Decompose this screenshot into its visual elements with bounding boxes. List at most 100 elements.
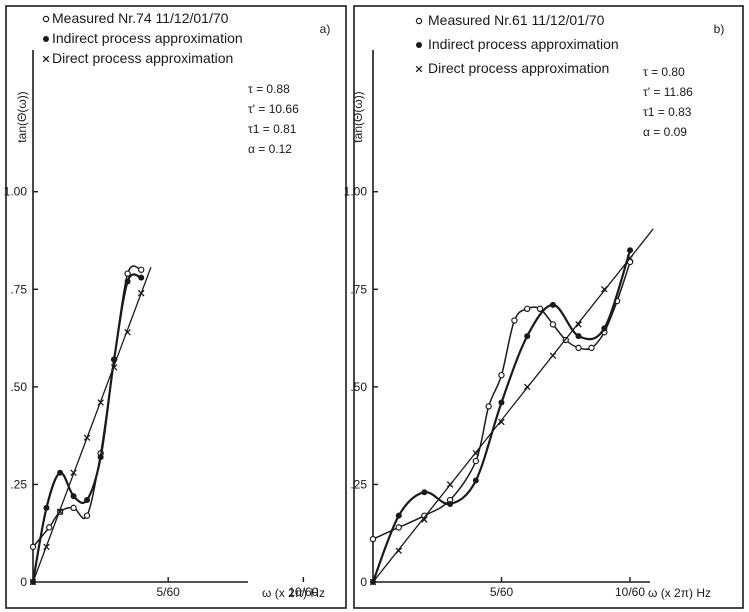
data-point-filled-circle [447, 500, 454, 507]
data-point-filled-circle [601, 325, 608, 332]
data-point-cross [549, 352, 557, 359]
y-axis-label: tan(Θ(ω)) [351, 91, 365, 142]
y-tick-label: .50 [10, 380, 27, 394]
param-label: α = 0.12 [248, 142, 292, 156]
y-tick-label: 0 [360, 575, 367, 589]
data-point-open-circle [369, 535, 377, 543]
legend-marker-open-circle [42, 15, 50, 23]
param-label: τ' = 11.86 [643, 85, 693, 99]
data-point-filled-circle [70, 493, 77, 500]
data-point-open-circle [536, 305, 544, 313]
param-label: τ = 0.88 [248, 82, 290, 96]
panel-tag: a) [320, 22, 331, 36]
y-tick-label: .75 [350, 282, 367, 296]
data-point-cross [421, 516, 428, 523]
y-tick-label: 1.00 [344, 185, 368, 199]
data-point-filled-circle [498, 399, 505, 406]
legend-marker-filled-circle [43, 36, 49, 42]
data-point-filled-circle [124, 278, 131, 285]
x-axis-label: ω (x 2π) Hz [648, 586, 711, 600]
data-point-filled-circle [421, 489, 428, 496]
data-point-filled-circle [138, 274, 145, 281]
data-point-open-circle [46, 524, 53, 531]
data-point-open-circle [485, 403, 492, 410]
legend-marker-cross [42, 55, 50, 63]
data-point-cross [97, 399, 104, 406]
data-point-cross [29, 578, 37, 586]
x-axis-label: ω (x 2π) Hz [262, 586, 325, 600]
panel-b: 5/60 10/60 tan(Θ(ω)) ω (x 2π) Hz b) Measured … [351, 5, 744, 609]
legend-entry: Indirect process approximation [428, 36, 619, 52]
x-tick-label: 5/60 [490, 585, 514, 599]
param-label: τ1 = 0.81 [248, 122, 297, 136]
param-label: τ' = 10.66 [248, 102, 299, 116]
panel-frame [5, 5, 347, 609]
x-tick-label: 10/60 [288, 585, 318, 599]
data-point-cross [446, 481, 454, 488]
data-point-open-circle [395, 524, 402, 531]
data-point-cross [626, 254, 634, 262]
data-point-cross [575, 321, 582, 328]
data-point-filled-circle [524, 333, 531, 340]
y-tick-label: 0 [20, 575, 27, 589]
data-point-open-circle [575, 344, 582, 352]
param-label: α = 0.09 [643, 125, 687, 139]
legend-marker-filled-circle [416, 42, 422, 48]
y-tick-label: .50 [350, 380, 367, 394]
data-point-filled-circle [84, 497, 91, 504]
panel-a: 5/60 10/60 tan(Θ(ω)) ω (x 2π) Hz a) Measured … [5, 5, 347, 609]
data-point-open-circle [124, 270, 131, 277]
legend-marker-cross [415, 65, 423, 73]
x-tick-label: 5/60 [157, 585, 181, 599]
data-point-filled-circle [395, 512, 402, 519]
y-tick-label: 1.00 [4, 185, 28, 199]
data-point-filled-circle [57, 469, 64, 476]
series-line-direct [32, 266, 152, 583]
legend-marker-open-circle [415, 17, 423, 25]
data-point-open-circle [83, 512, 91, 519]
data-point-cross [601, 286, 608, 293]
legend-entry: Measured Nr.61 11/12/01/70 [428, 12, 605, 28]
data-point-cross [369, 578, 377, 586]
panel-frame [353, 5, 744, 609]
data-point-cross [70, 469, 77, 476]
data-point-filled-circle [472, 477, 479, 484]
data-point-cross [137, 289, 145, 297]
data-point-filled-circle [43, 504, 50, 511]
data-point-cross [83, 434, 91, 441]
data-point-cross [472, 449, 480, 457]
legend-entry: Indirect process approximation [52, 30, 243, 46]
param-label: τ1 = 0.83 [643, 105, 692, 119]
data-point-open-circle [498, 371, 505, 379]
series-line-direct [372, 228, 654, 583]
data-point-filled-circle [627, 247, 634, 254]
data-point-filled-circle [549, 301, 556, 308]
legend-entry: Measured Nr.74 11/12/01/70 [52, 10, 229, 26]
series-line-indirect [31, 273, 142, 583]
x-tick-label: 10/60 [615, 585, 645, 599]
data-point-filled-circle [97, 454, 104, 461]
data-point-open-circle [524, 305, 531, 313]
legend-entry: Direct process approximation [428, 60, 609, 76]
data-point-cross [110, 364, 118, 371]
data-point-filled-circle [575, 333, 582, 340]
y-tick-label: .25 [10, 477, 27, 491]
data-point-open-circle [138, 266, 145, 273]
data-point-open-circle [511, 317, 518, 324]
panel-tag: b) [714, 22, 725, 36]
y-tick-label: .25 [350, 477, 367, 491]
y-tick-label: .75 [10, 282, 27, 296]
series-line-measured [32, 265, 142, 548]
data-point-open-circle [29, 543, 37, 551]
data-point-cross [523, 383, 531, 391]
data-point-open-circle [549, 321, 557, 328]
param-label: τ = 0.80 [643, 65, 685, 79]
data-point-open-circle [472, 457, 480, 465]
data-point-cross [498, 418, 505, 426]
data-point-cross [124, 328, 131, 336]
data-point-open-circle [588, 344, 595, 352]
y-axis-label: tan(Θ(ω)) [15, 91, 29, 142]
series-line-indirect [371, 249, 632, 583]
data-point-cross [43, 543, 50, 551]
